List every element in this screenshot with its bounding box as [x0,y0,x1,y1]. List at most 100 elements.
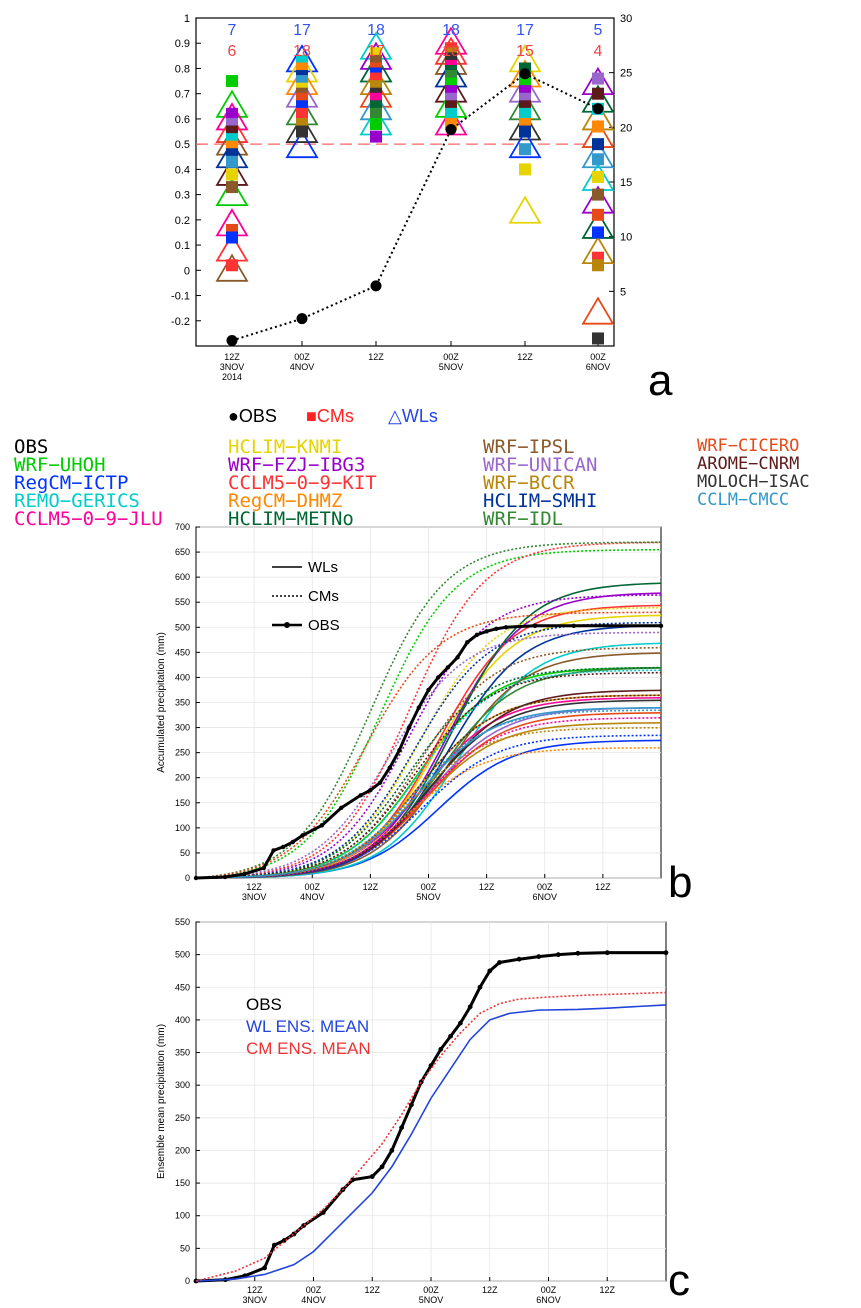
panel-b-y-tick-label: 250 [175,748,190,758]
legend-top-symbol: ● [228,406,239,426]
panel-a: -0.2-0.100.10.20.30.40.50.60.70.80.91510… [171,13,632,382]
panel-b-obs-point [222,874,228,880]
cm-square [226,231,238,244]
cm-square [592,138,604,151]
x-tick-label: 4NOV [290,362,315,372]
panel-c-legend-label: CM ENS. MEAN [246,1039,371,1058]
y-right-tick-label: 30 [620,13,632,25]
x-tick-label: 00Z [443,352,459,362]
panel-c-series-line [195,991,667,1282]
panel-letter-b: b [668,858,693,907]
panel-c-x-tick-label: 00Z [306,1285,322,1295]
cm-square [592,208,604,221]
panel-b-x-tick-label: 00Z [304,882,320,892]
y-left-tick-label: 0.6 [175,114,190,126]
y-left-tick-label: 0.3 [175,190,190,202]
panel-c-obs-point [350,1177,356,1183]
wl-count: 17 [516,22,534,39]
obs-point [296,313,308,325]
wl-count: 17 [293,22,311,39]
y-right-tick-label: 25 [620,68,632,80]
panel-b-series-line [195,594,662,879]
x-tick-label: 6NOV [586,362,611,372]
wl-triangle [215,253,249,282]
panel-b-x-tick-label: 5NOV [416,892,441,902]
cm-square [296,125,308,138]
obs-point [592,103,604,115]
panel-c-x-tick-label: 5NOV [419,1295,444,1305]
panel-c-y-tick-label: 50 [180,1243,190,1253]
wl-triangle [508,129,542,159]
panel-c-y-tick-label: 400 [175,1015,190,1025]
panel-b-obs-point [455,655,460,660]
x-tick-label: 12Z [224,352,240,362]
wl-triangle [581,139,615,169]
panel-b-x-tick-label: 12Z [246,882,262,892]
legend-item: AROME−CNRM [697,454,800,474]
panel-b-y-tick-label: 400 [175,672,190,682]
panel-c-x-tick-label: 4NOV [301,1295,326,1305]
panel-b-obs-point [406,725,412,730]
panel-c-y-tick-label: 200 [175,1145,190,1155]
cm-square [296,107,308,120]
panel-c-y-tick-label: 300 [175,1080,190,1090]
panel-b-obs-point [474,632,480,638]
panel-letter-c: c [668,1256,690,1305]
legend-top-label: CMs [316,406,354,426]
cm-square [592,87,604,100]
obs-point [226,335,238,347]
panel-letter-a: a [648,356,673,405]
panel-b-x-tick-label: 3NOV [242,892,267,902]
obs-line [231,72,599,342]
panel-b-series-line [195,541,662,879]
cm-square [445,107,457,120]
cm-square [226,259,238,272]
y-left-tick-label: 0.9 [175,38,190,50]
wl-count: 5 [594,22,603,39]
cm-square [592,153,604,166]
cm-square [519,125,531,138]
y-right-tick-label: 15 [620,177,632,189]
legend-top-symbol: △ [388,406,402,426]
cm-square [519,163,531,176]
y-left-tick-label: 0.5 [175,139,190,151]
panel-c-x-tick-label: 12Z [599,1285,615,1295]
panel-b-obs-point [290,839,296,845]
wl-count: 18 [442,22,460,39]
cm-square [592,72,604,85]
cm-square [226,168,238,181]
wl-count: 7 [228,22,237,39]
wl-triangle [215,177,249,207]
panel-b-obs-point [416,705,422,710]
obs-point [370,280,382,292]
y-right-tick-label: 5 [620,286,626,298]
panel-b-y-tick-label: 700 [175,522,190,532]
panel-b-y-tick-label: 600 [175,572,190,582]
panel-b-legend-label: WLs [308,559,338,576]
x-tick-label: 00Z [294,352,310,362]
legend-item: OBS [14,436,49,458]
panel-c-obs-point [369,1174,375,1179]
panel-b-x-tick-label: 00Z [537,882,553,892]
cm-square [370,117,382,130]
panel-b-y-tick-label: 650 [175,547,190,557]
panel-b-obs-point [358,793,363,798]
panel-b-obs-point [426,687,431,693]
panel-b-y-tick-label: 350 [175,698,190,708]
panel-b-y-tick-label: 0 [185,873,190,883]
y-right-tick-label: 10 [620,232,632,244]
legend-marker-types: ●OBS ■CMs △WLs [0,406,861,436]
panel-b-series-line [195,709,662,879]
panel-b-x-tick-label: 12Z [595,882,611,892]
panel-c-obs-point [262,1265,267,1271]
wl-triangle [581,296,615,325]
cm-square [370,107,382,120]
panel-c-y-tick-label: 500 [175,950,190,960]
panel-b-obs-point [494,626,499,631]
panel-b-obs-point [503,625,509,630]
obs-point [445,124,457,136]
panel-b-obs-point [261,865,267,871]
cm-square [592,170,604,183]
y-left-tick-label: 0 [184,265,190,277]
cm-square [592,332,604,345]
